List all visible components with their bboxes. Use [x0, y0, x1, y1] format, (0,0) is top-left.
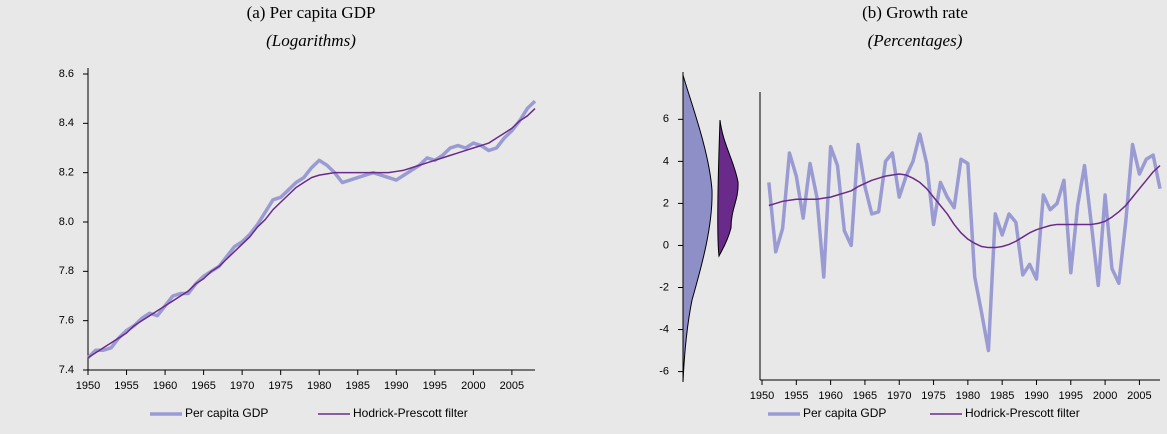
x-tick-label: 1990 — [1024, 390, 1048, 402]
y-tick-label: -6 — [659, 365, 669, 377]
y-tick-label: -2 — [659, 281, 669, 293]
chart-subtitle: (Logarithms) — [266, 31, 356, 50]
y-tick-label: 6 — [663, 113, 669, 125]
legend-label: Per capita GDP — [803, 406, 886, 420]
x-tick-label: 2005 — [500, 380, 524, 392]
y-tick-label: 2 — [663, 197, 669, 209]
x-tick-label: 1955 — [114, 380, 138, 392]
y-tick-label: 4 — [663, 155, 669, 167]
series-line — [87, 107, 536, 359]
legend-label: Per capita GDP — [185, 406, 268, 420]
x-tick-label: 1960 — [818, 390, 842, 402]
density-shape — [717, 119, 739, 258]
series-line — [768, 165, 1161, 249]
x-tick-label: 1990 — [384, 380, 408, 392]
x-tick-label: 2000 — [1093, 390, 1117, 402]
legend-label: Hodrick-Prescott filter — [965, 406, 1080, 420]
x-tick-label: 1950 — [750, 390, 774, 402]
x-tick-label: 1955 — [784, 390, 808, 402]
y-tick-label: 7.8 — [59, 265, 74, 277]
y-tick-label: 8.2 — [59, 167, 74, 179]
x-tick-label: 1985 — [345, 380, 369, 392]
x-tick-label: 1995 — [1059, 390, 1083, 402]
y-tick-label: 0 — [663, 239, 669, 251]
x-tick-label: 1950 — [76, 380, 100, 392]
x-tick-label: 1980 — [307, 380, 331, 392]
chart-subtitle: (Percentages) — [868, 31, 963, 50]
x-tick-label: 2005 — [1127, 390, 1151, 402]
x-tick-label: 1995 — [423, 380, 447, 392]
x-tick-label: 1965 — [191, 380, 215, 392]
series-line — [767, 132, 1162, 353]
x-tick-label: 1980 — [956, 390, 980, 402]
y-tick-label: 7.6 — [59, 315, 74, 327]
x-tick-label: 1960 — [153, 380, 177, 392]
legend-label: Hodrick-Prescott filter — [353, 406, 468, 420]
x-tick-label: 1975 — [921, 390, 945, 402]
y-tick-label: -4 — [659, 323, 669, 335]
y-tick-label: 8.4 — [59, 117, 74, 129]
x-tick-label: 1970 — [887, 390, 911, 402]
x-tick-label: 1970 — [230, 380, 254, 392]
y-tick-label: 8.0 — [59, 216, 74, 228]
density-shape — [682, 74, 713, 383]
x-tick-label: 1985 — [990, 390, 1014, 402]
x-tick-label: 2000 — [461, 380, 485, 392]
y-tick-label: 8.6 — [59, 68, 74, 80]
series-line — [86, 99, 537, 359]
x-tick-label: 1965 — [853, 390, 877, 402]
y-tick-label: 7.4 — [59, 364, 74, 376]
chart-title: (b) Growth rate — [862, 3, 968, 22]
x-tick-label: 1975 — [268, 380, 292, 392]
chart-title: (a) Per capita GDP — [247, 3, 376, 22]
